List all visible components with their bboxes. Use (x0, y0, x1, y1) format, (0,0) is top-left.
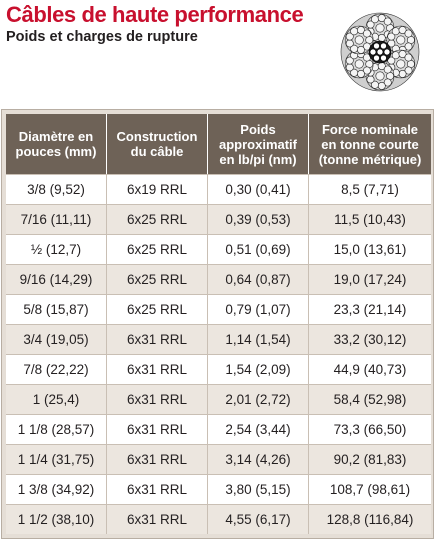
header-line: pouces (mm) (15, 144, 97, 159)
cell-force: 108,7 (98,61) (309, 474, 431, 504)
cell-force: 90,2 (81,83) (309, 444, 431, 474)
table-row: 7/8 (22,22) 6x31 RRL 1,54 (2,09) 44,9 (40,7… (6, 354, 431, 384)
cell-weight: 3,80 (5,15) (208, 474, 309, 504)
cell-force: 73,3 (66,50) (309, 414, 431, 444)
table-row: 3/8 (9,52) 6x19 RRL 0,30 (0,41) 8,5 (7,71) (6, 174, 431, 204)
cell-diameter: 1 (25,4) (6, 384, 107, 414)
cell-diameter: ½ (12,7) (6, 234, 107, 264)
table-row: 1 3/8 (34,92) 6x31 RRL 3,80 (5,15) 108,7 (9… (6, 474, 431, 504)
cell-construction: 6x19 RRL (107, 174, 208, 204)
cell-construction: 6x31 RRL (107, 354, 208, 384)
cell-construction: 6x31 RRL (107, 384, 208, 414)
cell-weight: 1,14 (1,54) (208, 324, 309, 354)
cell-weight: 0,79 (1,07) (208, 294, 309, 324)
cell-construction: 6x25 RRL (107, 204, 208, 234)
cell-construction: 6x31 RRL (107, 444, 208, 474)
cell-weight: 3,14 (4,26) (208, 444, 309, 474)
cell-weight: 0,51 (0,69) (208, 234, 309, 264)
table-row: 3/4 (19,05) 6x31 RRL 1,14 (1,54) 33,2 (30,1… (6, 324, 431, 354)
table-row: ½ (12,7) 6x25 RRL 0,51 (0,69) 15,0 (13,61) (6, 234, 431, 264)
header-line: du câble (130, 144, 184, 159)
cell-diameter: 3/8 (9,52) (6, 174, 107, 204)
cell-construction: 6x31 RRL (107, 474, 208, 504)
header-line: Force nominale (321, 121, 419, 137)
page-subtitle: Poids et charges de rupture (6, 29, 198, 45)
cell-diameter: 7/16 (11,11) (6, 204, 107, 234)
cell-diameter: 1 3/8 (34,92) (6, 474, 107, 504)
cell-force: 23,3 (21,14) (309, 294, 431, 324)
cell-force: 128,8 (116,84) (309, 504, 431, 534)
table-row: 5/8 (15,87) 6x25 RRL 0,79 (1,07) 23,3 (21,1… (6, 294, 431, 324)
page-title: Câbles de haute performance (6, 2, 304, 27)
header-construction: Construction du câble (107, 114, 208, 174)
header-weight: Poids approximatif en lb/pi (nm) (208, 114, 309, 174)
cell-weight: 0,39 (0,53) (208, 204, 309, 234)
cell-force: 15,0 (13,61) (309, 234, 431, 264)
table-row: 1 1/4 (31,75) 6x31 RRL 3,14 (4,26) 90,2 (81… (6, 444, 431, 474)
cell-weight: 2,01 (2,72) (208, 384, 309, 414)
cell-diameter: 5/8 (15,87) (6, 294, 107, 324)
cell-force: 44,9 (40,73) (309, 354, 431, 384)
cell-force: 19,0 (17,24) (309, 264, 431, 294)
header-line: (tonne métrique) (318, 151, 422, 167)
cell-construction: 6x31 RRL (107, 324, 208, 354)
cell-diameter: 7/8 (22,22) (6, 354, 107, 384)
cell-diameter: 1 1/2 (38,10) (6, 504, 107, 534)
cell-force: 11,5 (10,43) (309, 204, 431, 234)
table-body: 3/8 (9,52) 6x19 RRL 0,30 (0,41) 8,5 (7,71) 7… (6, 174, 431, 534)
header-line: Construction (116, 129, 198, 144)
cell-diameter: 3/4 (19,05) (6, 324, 107, 354)
table-header-row: Diamètre en pouces (mm) Construction du câ… (6, 114, 431, 174)
cell-construction: 6x31 RRL (107, 414, 208, 444)
cell-force: 33,2 (30,12) (309, 324, 431, 354)
header-line: en tonne courte (321, 136, 419, 152)
cell-weight: 1,54 (2,09) (208, 354, 309, 384)
cell-construction: 6x31 RRL (107, 504, 208, 534)
cell-weight: 0,30 (0,41) (208, 174, 309, 204)
cell-weight: 0,64 (0,87) (208, 264, 309, 294)
cell-construction: 6x25 RRL (107, 294, 208, 324)
table-row: 9/16 (14,29) 6x25 RRL 0,64 (0,87) 19,0 (17,… (6, 264, 431, 294)
cell-diameter: 9/16 (14,29) (6, 264, 107, 294)
header-line: en lb/pi (nm) (219, 151, 297, 167)
cell-weight: 2,54 (3,44) (208, 414, 309, 444)
header-line: Diamètre en (18, 129, 94, 144)
wire-rope-cross-section-icon (340, 12, 420, 92)
cell-diameter: 1 1/8 (28,57) (6, 414, 107, 444)
header-line: approximatif (218, 136, 297, 152)
cell-force: 8,5 (7,71) (309, 174, 431, 204)
cell-weight: 4,55 (6,17) (208, 504, 309, 534)
table-row: 1 (25,4) 6x31 RRL 2,01 (2,72) 58,4 (52,98) (6, 384, 431, 414)
cell-construction: 6x25 RRL (107, 264, 208, 294)
table-row: 1 1/2 (38,10) 6x31 RRL 4,55 (6,17) 128,8 (1… (6, 504, 431, 534)
header-line: Poids (240, 121, 276, 137)
header-diameter: Diamètre en pouces (mm) (6, 114, 107, 174)
table-frame: Diamètre en pouces (mm) Construction du câ… (1, 109, 434, 539)
cell-diameter: 1 1/4 (31,75) (6, 444, 107, 474)
cell-force: 58,4 (52,98) (309, 384, 431, 414)
cable-specs-table: Diamètre en pouces (mm) Construction du câ… (6, 114, 431, 534)
table-row: 1 1/8 (28,57) 6x31 RRL 2,54 (3,44) 73,3 (66… (6, 414, 431, 444)
table-row: 7/16 (11,11) 6x25 RRL 0,39 (0,53) 11,5 (10,… (6, 204, 431, 234)
header-force: Force nominale en tonne courte (tonne métr… (309, 114, 431, 174)
cell-construction: 6x25 RRL (107, 234, 208, 264)
